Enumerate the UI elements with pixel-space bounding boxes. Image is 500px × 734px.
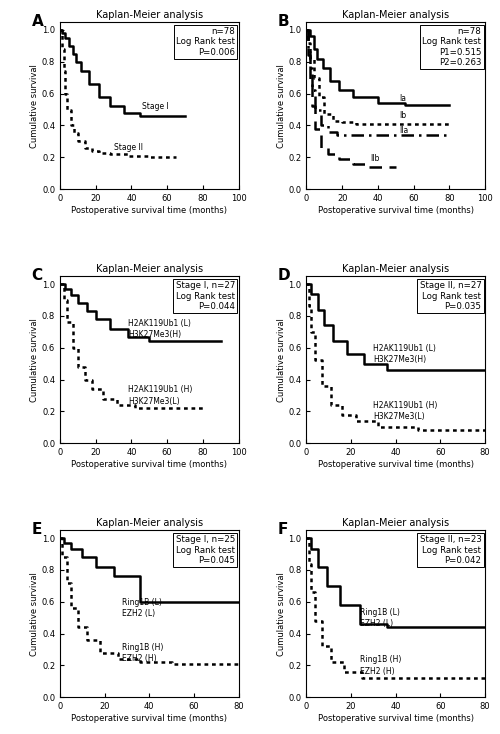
X-axis label: Postoperative survival time (months): Postoperative survival time (months) — [318, 206, 474, 215]
Text: Ia: Ia — [400, 94, 406, 103]
Text: E: E — [32, 522, 42, 537]
Y-axis label: Cumulative survival: Cumulative survival — [30, 318, 39, 401]
Text: D: D — [278, 268, 290, 283]
Text: Stage II, n=23
Log Rank test
P=0.042: Stage II, n=23 Log Rank test P=0.042 — [420, 535, 482, 565]
X-axis label: Postoperative survival time (months): Postoperative survival time (months) — [72, 460, 228, 469]
Y-axis label: Cumulative survival: Cumulative survival — [30, 572, 39, 655]
Text: H2AK119Ub1 (H)
H3K27Me3(L): H2AK119Ub1 (H) H3K27Me3(L) — [128, 385, 192, 405]
Text: Ib: Ib — [400, 112, 406, 120]
X-axis label: Postoperative survival time (months): Postoperative survival time (months) — [72, 714, 228, 723]
Y-axis label: Cumulative survival: Cumulative survival — [30, 64, 39, 148]
Text: IIa: IIa — [400, 126, 408, 135]
Text: C: C — [32, 268, 42, 283]
Text: Stage I: Stage I — [142, 102, 169, 111]
Y-axis label: Cumulative survival: Cumulative survival — [276, 318, 285, 401]
Text: A: A — [32, 14, 43, 29]
Text: Stage II: Stage II — [114, 143, 142, 152]
Y-axis label: Cumulative survival: Cumulative survival — [276, 572, 285, 655]
Text: F: F — [278, 522, 288, 537]
Text: H2AK119Ub1 (H)
H3K27Me3(L): H2AK119Ub1 (H) H3K27Me3(L) — [374, 401, 438, 421]
Text: Stage I, n=27
Log Rank test
P=0.044: Stage I, n=27 Log Rank test P=0.044 — [176, 281, 235, 311]
Text: Ring1B (H)
EZH2 (H): Ring1B (H) EZH2 (H) — [122, 643, 164, 663]
X-axis label: Postoperative survival time (months): Postoperative survival time (months) — [318, 460, 474, 469]
Y-axis label: Cumulative survival: Cumulative survival — [276, 64, 285, 148]
Text: Ring1B (H)
EZH2 (H): Ring1B (H) EZH2 (H) — [360, 655, 402, 675]
Text: n=78
Log Rank test
P=0.006: n=78 Log Rank test P=0.006 — [176, 27, 235, 57]
Text: IIb: IIb — [370, 154, 380, 164]
X-axis label: Postoperative survival time (months): Postoperative survival time (months) — [318, 714, 474, 723]
Text: Stage II, n=27
Log Rank test
P=0.035: Stage II, n=27 Log Rank test P=0.035 — [420, 281, 482, 311]
X-axis label: Postoperative survival time (months): Postoperative survival time (months) — [72, 206, 228, 215]
Text: Ring1B (L)
EZH2 (L): Ring1B (L) EZH2 (L) — [360, 608, 400, 628]
Title: Kaplan-Meier analysis: Kaplan-Meier analysis — [342, 518, 450, 528]
Text: B: B — [278, 14, 289, 29]
Text: H2AK119Ub1 (L)
H3K27Me3(H): H2AK119Ub1 (L) H3K27Me3(H) — [374, 344, 436, 364]
Text: H2AK119Ub1 (L)
H3K27Me3(H): H2AK119Ub1 (L) H3K27Me3(H) — [128, 319, 190, 338]
Title: Kaplan-Meier analysis: Kaplan-Meier analysis — [96, 10, 203, 20]
Text: Ring1B (L)
EZH2 (L): Ring1B (L) EZH2 (L) — [122, 598, 162, 618]
Title: Kaplan-Meier analysis: Kaplan-Meier analysis — [96, 264, 203, 274]
Text: Stage I, n=25
Log Rank test
P=0.045: Stage I, n=25 Log Rank test P=0.045 — [176, 535, 235, 565]
Text: n=78
Log Rank test
P1=0.515
P2=0.263: n=78 Log Rank test P1=0.515 P2=0.263 — [422, 27, 482, 68]
Title: Kaplan-Meier analysis: Kaplan-Meier analysis — [342, 264, 450, 274]
Title: Kaplan-Meier analysis: Kaplan-Meier analysis — [96, 518, 203, 528]
Title: Kaplan-Meier analysis: Kaplan-Meier analysis — [342, 10, 450, 20]
